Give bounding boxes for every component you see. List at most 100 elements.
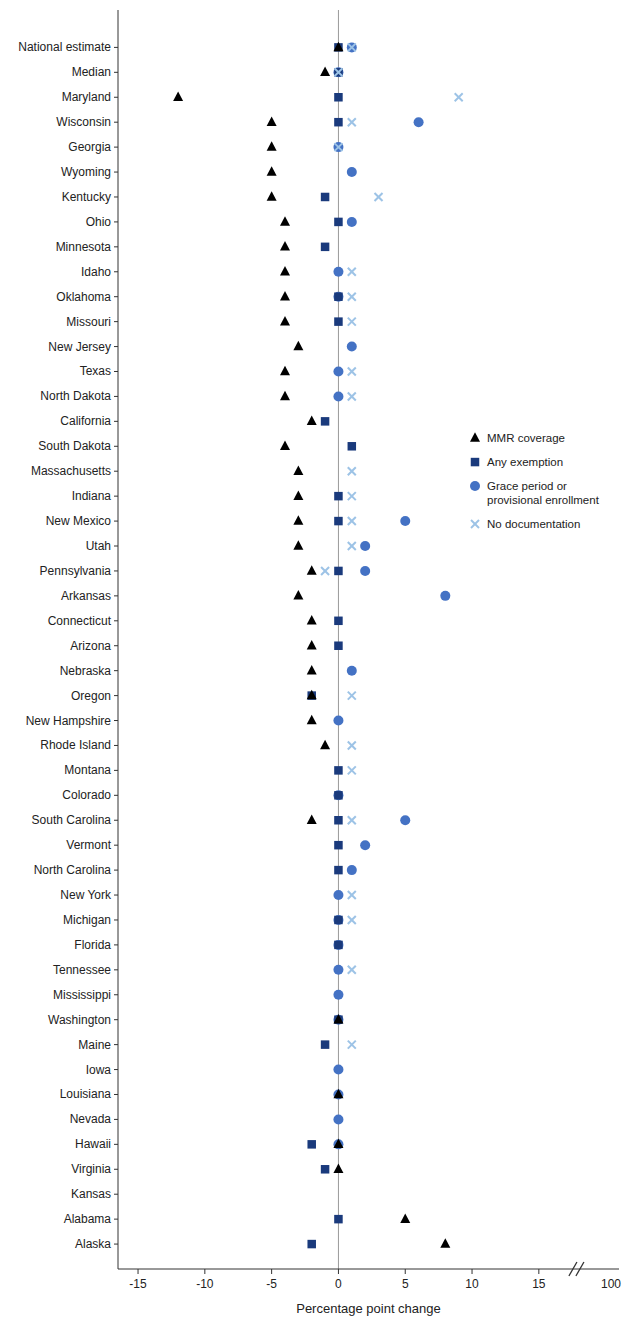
x-tick-label: -15 [129, 1277, 147, 1291]
marker-stroke [348, 492, 356, 500]
point [360, 541, 370, 551]
point [348, 43, 356, 51]
y-tick [114, 1219, 118, 1220]
y-tick [114, 196, 118, 197]
x-tick [271, 1269, 272, 1274]
y-tick-label: Maine [78, 1038, 111, 1052]
x-tick-label: -10 [196, 1277, 214, 1291]
y-tick-label: National estimate [18, 40, 111, 54]
y-axis-line [118, 10, 119, 1269]
point [307, 565, 317, 575]
point [333, 990, 343, 1000]
x-tick [472, 1269, 473, 1274]
marker-stroke [348, 741, 356, 749]
point [293, 515, 303, 525]
y-tick-label: Oklahoma [56, 290, 111, 304]
y-tick [114, 969, 118, 970]
y-tick [114, 695, 118, 696]
y-tick [114, 1019, 118, 1020]
marker-stroke [348, 392, 356, 400]
y-tick-label: Maryland [62, 90, 111, 104]
y-tick-label: Kentucky [62, 190, 111, 204]
y-tick-label: Idaho [81, 265, 111, 279]
y-tick [114, 620, 118, 621]
point [280, 266, 290, 276]
point [334, 143, 342, 151]
point [347, 167, 357, 177]
point [334, 841, 343, 850]
point [440, 1238, 450, 1248]
point [334, 791, 343, 800]
point [307, 814, 317, 824]
point [321, 417, 330, 426]
point [334, 1215, 343, 1224]
y-tick-label: Arkansas [61, 589, 111, 603]
y-tick-label: Nevada [70, 1112, 112, 1126]
y-tick [114, 919, 118, 920]
point [333, 1065, 343, 1075]
y-tick [114, 296, 118, 297]
y-tick [114, 994, 118, 995]
marker-stroke [348, 467, 356, 475]
point [307, 715, 317, 725]
marker-stroke [348, 492, 356, 500]
marker-stroke [348, 966, 356, 974]
y-tick [114, 1069, 118, 1070]
point [267, 166, 277, 176]
point [293, 341, 303, 351]
y-tick [114, 321, 118, 322]
x-tick [204, 1269, 205, 1274]
y-tick [114, 570, 118, 571]
marker-stroke [334, 68, 342, 76]
x-tick-label: 5 [402, 1277, 409, 1291]
point [334, 617, 343, 626]
y-tick-label: Texas [80, 364, 111, 378]
x-tick [338, 1269, 339, 1274]
point [307, 1140, 316, 1149]
marker-stroke [348, 916, 356, 924]
x-tick-label: 15 [532, 1277, 546, 1291]
point [307, 615, 317, 625]
y-tick [114, 1144, 118, 1145]
point [334, 567, 343, 576]
point [455, 93, 463, 101]
y-tick [114, 246, 118, 247]
y-tick-label: Utah [86, 539, 111, 553]
marker-stroke [348, 542, 356, 550]
y-tick-label: Alabama [64, 1212, 112, 1226]
point [333, 1014, 343, 1024]
point [334, 766, 343, 775]
series-circle [333, 42, 450, 1149]
plot-area [173, 42, 463, 1249]
y-tick-label: North Dakota [40, 389, 111, 403]
marker-stroke [348, 966, 356, 974]
marker-stroke [348, 816, 356, 824]
y-tick-label: Oregon [71, 689, 111, 703]
marker-stroke [321, 567, 329, 575]
point [348, 916, 356, 924]
point [307, 640, 317, 650]
point [348, 891, 356, 899]
y-tick-label: Louisiana [60, 1087, 112, 1101]
legend-label-line: Any exemption [487, 456, 563, 468]
y-tick-label: Connecticut [48, 614, 112, 628]
y-tick [114, 521, 118, 522]
legend-label: Grace period orprovisional enrollment [487, 480, 600, 506]
legend-label-line: MMR coverage [487, 432, 565, 444]
y-tick-label: Kansas [71, 1187, 111, 1201]
y-tick-label: Colorado [62, 788, 111, 802]
marker-stroke [471, 520, 479, 528]
point [293, 490, 303, 500]
marker-stroke [348, 43, 356, 51]
y-tick-label: Georgia [68, 140, 111, 154]
point [348, 966, 356, 974]
point [333, 142, 343, 152]
marker-stroke [348, 392, 356, 400]
x-axis-label: Percentage point change [296, 1301, 441, 1316]
x-tick-label: -5 [266, 1277, 277, 1291]
marker-stroke [348, 318, 356, 326]
y-tick [114, 944, 118, 945]
point [320, 740, 330, 750]
point [280, 216, 290, 226]
marker-stroke [375, 193, 383, 201]
